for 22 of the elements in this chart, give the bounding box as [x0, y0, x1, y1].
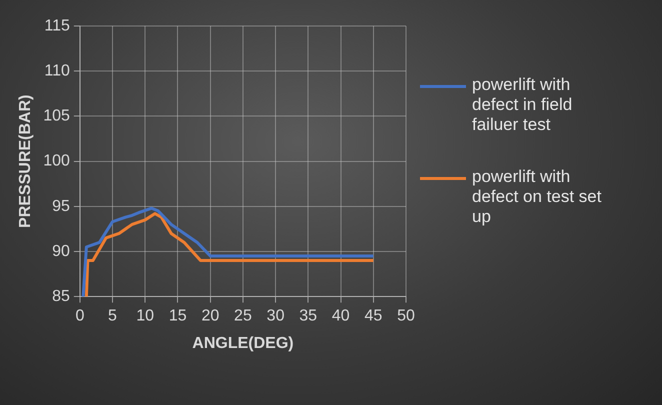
x-axis-title: ANGLE(DEG): [192, 334, 294, 352]
x-tick-label: 30: [266, 308, 285, 325]
y-tick-label: 105: [43, 108, 70, 125]
x-tick-label: 0: [75, 308, 84, 325]
x-tick-label: 40: [332, 308, 350, 325]
y-tick-label: 110: [44, 62, 70, 80]
x-tick-label: 35: [299, 308, 318, 325]
x-tick-label: 50: [397, 308, 415, 325]
y-tick-label: 90: [52, 242, 70, 260]
y-tick-label: 100: [43, 152, 70, 170]
x-tick-label: 45: [364, 308, 382, 325]
legend-label: powerlift with defect on test set up: [472, 167, 602, 227]
x-tick-label: 5: [108, 308, 118, 325]
y-tick-label: 95: [52, 198, 70, 215]
y-axis-title: PRESSURE(BAR): [17, 94, 34, 228]
x-tick-label: 20: [201, 308, 220, 325]
y-tick-label: 85: [52, 288, 70, 306]
y-tick-label: 115: [44, 17, 70, 34]
legend-label: powerlift with defect in field failuer test: [472, 75, 574, 135]
x-tick-label: 10: [136, 308, 154, 325]
x-tick-label: 15: [168, 308, 187, 325]
x-tick-label: 25: [234, 308, 252, 325]
